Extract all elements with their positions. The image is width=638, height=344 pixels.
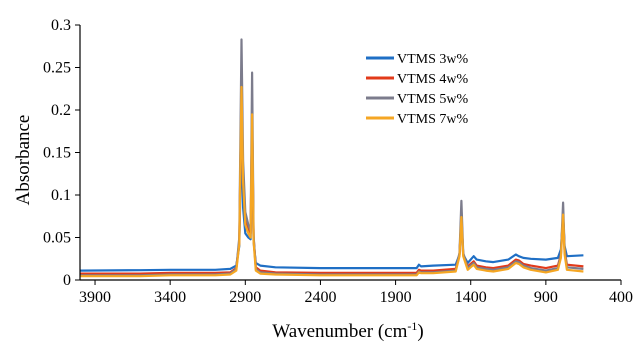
legend-label-1: VTMS 3w% [397, 52, 469, 67]
series-line-4 [80, 85, 584, 278]
x-tick-label: 2400 [304, 289, 336, 306]
x-axis-title-sup: -1 [407, 319, 417, 333]
x-tick-label: 400 [609, 289, 633, 306]
legend: VTMS 3w% VTMS 4w% VTMS 5w% VTMS 7w% [366, 52, 469, 127]
series-layer [79, 38, 584, 278]
y-tick-label: 0 [63, 272, 71, 289]
x-axis-title: Wavenumber (cm-1) [272, 319, 423, 342]
series-line-1 [79, 134, 584, 272]
axes-layer [79, 25, 621, 281]
legend-label-2: VTMS 4w% [397, 72, 469, 87]
legend-label-4: VTMS 7w% [397, 112, 469, 127]
y-axis-title: Absorbance [13, 115, 34, 206]
x-axis-title-main: Wavenumber (cm [272, 321, 407, 342]
y-tick-label: 0.15 [43, 145, 71, 162]
series-line-3 [80, 38, 584, 277]
y-tick-label: 0.25 [43, 60, 71, 77]
x-axis-title-suffix: ) [417, 321, 423, 342]
ticks-layer: 0 0.05 0.1 0.15 0.2 0.25 0.3 3900 3400 2900 2400 19… [43, 17, 633, 306]
y-tick-label: 0.3 [51, 17, 71, 34]
x-tick-label: 900 [534, 289, 558, 306]
y-tick-label: 0.2 [51, 102, 71, 119]
series-line-2 [80, 85, 584, 275]
y-tick-label: 0.05 [43, 230, 71, 247]
x-tick-label: 1900 [380, 289, 412, 306]
x-tick-label: 3900 [79, 289, 111, 306]
x-tick-label: 1400 [455, 289, 487, 306]
y-tick-label: 0.1 [51, 187, 71, 204]
legend-label-3: VTMS 5w% [397, 92, 469, 107]
x-tick-label: 3400 [154, 289, 186, 306]
x-tick-label: 2900 [229, 289, 261, 306]
